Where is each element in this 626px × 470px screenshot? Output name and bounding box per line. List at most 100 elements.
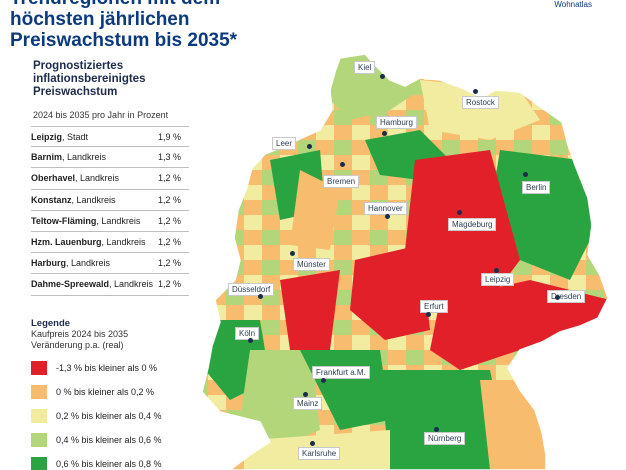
legend-subtitle-2: Veränderung p.a. (real) [31, 340, 124, 350]
city-marker [303, 392, 308, 397]
city-marker [523, 172, 528, 177]
city-label-dresden: Dresden [547, 290, 586, 303]
legend-item: 0 % bis kleiner als 0,2 % [31, 380, 201, 404]
region-name: Dahme-Spreewald [31, 279, 110, 290]
germany-map: Kiel Rostock Hamburg Leer Bremen Berlin … [190, 50, 626, 470]
legend-swatch [31, 385, 47, 399]
city-label-frankfurt: Frankfurt a.M. [312, 366, 370, 379]
legend-label: 0,2 % bis kleiner als 0,4 % [56, 411, 162, 421]
region-type: , Landkreis [96, 215, 141, 226]
legend-item: 0,2 % bis kleiner als 0,4 % [31, 404, 201, 428]
region-value: 1,2 % [157, 194, 181, 205]
region-value: 1,2 % [157, 173, 181, 184]
period-label: 2024 bis 2035 pro Jahr in Prozent [33, 110, 169, 120]
table-row: Hzm. Lauenburg, Landkreis 1,2 % [31, 232, 189, 254]
legend-swatch [31, 457, 47, 470]
legend-title: Legende [31, 318, 71, 329]
region-value: 1,3 % [157, 152, 181, 163]
region-type: , Stadt [62, 131, 89, 142]
city-label-hamburg: Hamburg [376, 116, 417, 129]
city-label-bremen: Bremen [323, 175, 360, 188]
subtitle-line-2: inflationsbereinigtes [33, 73, 146, 85]
ranking-table: Leipzig, Stadt 1,9 % Barnim, Landkreis 1,3… [31, 126, 189, 296]
city-label-kiel: Kiel [354, 61, 376, 74]
city-label-duesseldorf: Düsseldorf [228, 283, 275, 296]
region-type: , Landkreis [101, 237, 146, 248]
region-type: , Landkreis [66, 258, 111, 269]
region-name: Teltow-Fläming [31, 215, 97, 226]
city-marker [380, 74, 385, 79]
region-value: 1,9 % [157, 131, 181, 142]
legend-subtitle-1: Kaufpreis 2024 bis 2035 [31, 329, 129, 339]
city-marker [310, 441, 315, 446]
table-row: Barnim, Landkreis 1,3 % [31, 147, 189, 169]
city-label-karlsruhe: Karlsruhe [298, 447, 341, 460]
city-marker [248, 338, 253, 343]
legend-item: 0,6 % bis kleiner als 0,8 % [31, 452, 201, 470]
city-marker [434, 427, 439, 432]
title-line-3: Preiswachstum bis 2035* [10, 30, 238, 51]
city-marker [555, 295, 560, 300]
table-row: Teltow-Fläming, Landkreis 1,2 % [31, 211, 189, 232]
title-line-1: Trendregionen mit dem [10, 0, 310, 9]
region-type: , Landkreis [75, 173, 120, 184]
germany-outline [201, 53, 609, 470]
city-marker [321, 378, 326, 383]
region-name: Harburg [31, 258, 67, 269]
city-label-berlin: Berlin [522, 181, 551, 194]
legend-label: 0 % bis kleiner als 0,2 % [56, 387, 155, 397]
city-marker [426, 312, 431, 317]
city-marker [457, 210, 462, 215]
city-label-leer: Leer [272, 137, 297, 150]
panel-subtitle: Prognostiziertes inflationsbereinigtes P… [33, 60, 203, 99]
legend-item: 0,4 % bis kleiner als 0,6 % [31, 428, 201, 452]
table-row: Dahme-Spreewald, Landkreis 1,2 % [31, 274, 189, 296]
legend-swatch [31, 433, 47, 447]
city-label-rostock: Rostock [462, 96, 499, 109]
city-marker [340, 162, 345, 167]
city-marker [385, 214, 390, 219]
region-name: Hzm. Lauenburg [31, 237, 102, 248]
subtitle-line-3: Preiswachstum [33, 86, 118, 98]
region-fill-bavaria [380, 370, 510, 470]
germany-map-svg [201, 53, 609, 470]
region-type: , Landkreis [71, 194, 116, 205]
city-marker [473, 89, 478, 94]
subtitle-line-1: Prognostiziertes [33, 60, 124, 72]
city-label-erfurt: Erfurt [420, 300, 448, 313]
region-name: Barnim [31, 152, 63, 163]
region-fill-east-bavaria [480, 380, 560, 470]
legend-label: -1,3 % bis kleiner als 0 % [56, 363, 158, 373]
legend-item: -1,3 % bis kleiner als 0 % [31, 356, 201, 380]
region-fill-weser [290, 170, 340, 250]
region-type: , Landkreis [109, 279, 154, 290]
city-label-hannover: Hannover [364, 202, 407, 215]
region-value: 1,2 % [157, 237, 181, 248]
table-row: Harburg, Landkreis 1,2 % [31, 253, 189, 275]
city-marker [307, 144, 312, 149]
region-value: 1,2 % [157, 258, 181, 269]
map-title: Trendregionen mit dem höchsten jährliche… [10, 0, 310, 51]
city-marker [258, 294, 263, 299]
region-name: Oberhavel [31, 173, 76, 184]
map-regions [202, 54, 608, 470]
title-line-2: höchsten jährlichen [10, 9, 190, 30]
table-row: Konstanz, Landkreis 1,2 % [31, 190, 189, 211]
city-marker [290, 251, 295, 256]
city-marker [494, 268, 499, 273]
city-label-muenster: Münster [293, 258, 330, 271]
city-label-koeln: Köln [235, 327, 260, 340]
region-type: , Landkreis [62, 152, 107, 163]
city-label-magdeburg: Magdeburg [448, 218, 497, 231]
legend-swatch [31, 409, 47, 423]
legend-label: 0,6 % bis kleiner als 0,8 % [56, 459, 162, 469]
city-label-nuernberg: Nürnberg [424, 432, 466, 445]
region-fill-hesse-north [350, 245, 430, 340]
region-fill-mecklenburg [420, 80, 540, 140]
region-name: Konstanz [31, 194, 72, 205]
table-row: Oberhavel, Landkreis 1,2 % [31, 168, 189, 190]
map-legend: Legende Kaufpreis 2024 bis 2035 Veränder… [31, 318, 201, 470]
region-name: Leipzig [31, 131, 62, 142]
city-label-mainz: Mainz [293, 397, 323, 410]
region-value: 1,2 % [157, 279, 181, 290]
